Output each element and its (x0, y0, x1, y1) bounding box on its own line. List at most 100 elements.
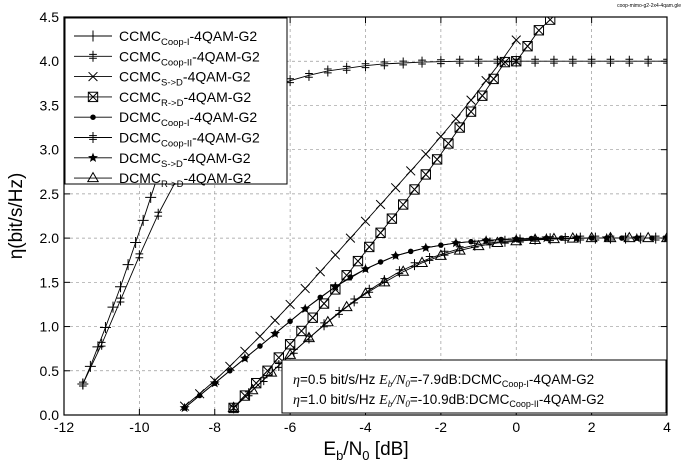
legend-label: CCMCS->D-4QAM-G2 (119, 69, 251, 89)
data-point (431, 154, 443, 165)
data-point (604, 231, 617, 243)
data-point (397, 265, 410, 276)
data-point (451, 113, 461, 124)
data-point (642, 231, 655, 243)
data-point (481, 235, 492, 245)
legend: CCMCCoop-I-4QAM-G2CCMCCoop-II-4QAM-G2CCM… (64, 17, 288, 190)
data-point (425, 252, 434, 264)
data-point (472, 239, 485, 251)
y-tick-label: 0.5 (40, 363, 60, 379)
x-tick-label: -4 (359, 419, 372, 435)
data-point (360, 216, 371, 227)
y-tick-label: 2.0 (40, 230, 60, 246)
legend-marker (90, 114, 96, 120)
data-point (330, 250, 341, 260)
data-point (531, 55, 539, 67)
x-tick-label: -12 (54, 419, 74, 435)
data-point (466, 95, 476, 105)
data-point (499, 56, 511, 68)
data-point (420, 242, 431, 253)
data-point (375, 199, 386, 210)
data-point (225, 361, 235, 372)
data-point (625, 55, 634, 67)
data-point (399, 57, 408, 69)
data-point (270, 328, 281, 338)
data-point (491, 236, 504, 248)
y-tick-label: 1.0 (40, 319, 60, 335)
data-point (342, 62, 351, 74)
y-tick-label: 0.0 (40, 407, 60, 423)
data-point (335, 306, 343, 318)
legend-marker (87, 91, 99, 103)
data-point (455, 55, 464, 67)
legend-marker (87, 30, 99, 42)
legend-entry: CCMCCoop-I-4QAM-G2 (74, 28, 257, 48)
series-layer (77, 17, 667, 414)
legend-marker (89, 50, 97, 62)
series-2 (179, 35, 522, 411)
data-point (318, 298, 330, 309)
x-tick-label: 4 (663, 419, 671, 435)
legend-entry: CCMCS->D-4QAM-G2 (74, 69, 251, 89)
data-point (115, 281, 127, 293)
data-point (386, 213, 398, 224)
data-point (378, 275, 391, 287)
data-point (154, 208, 163, 220)
data-point (623, 231, 636, 243)
data-point (375, 227, 386, 238)
legend-entry: CCMCCoop-II-4QAM-G2 (74, 48, 260, 68)
data-point (284, 348, 297, 359)
data-point (465, 106, 477, 117)
legend-label: CCMCCoop-II-4QAM-G2 (119, 48, 260, 68)
data-point (209, 377, 220, 388)
legend-entry: DCMCCoop-I-4QAM-G2 (74, 109, 257, 129)
y-tick-label: 4.0 (40, 53, 60, 69)
data-point (179, 402, 190, 413)
data-point (305, 69, 313, 81)
data-point (410, 259, 419, 271)
data-point (522, 41, 533, 52)
data-point (450, 237, 461, 248)
x-tick-label: -8 (209, 419, 222, 435)
data-point (453, 243, 466, 255)
data-point (380, 58, 389, 70)
data-point (97, 338, 106, 350)
data-point (511, 56, 522, 67)
annotation-line: η=0.5 bit/s/Hz Eb/N0=-7.9dB:DCMCCoop-I-4… (293, 372, 594, 389)
legend-label: DCMCCoop-II-4QAM-G2 (119, 130, 260, 150)
data-point (644, 55, 653, 67)
legend-marker (89, 132, 97, 143)
y-tick-label: 3.0 (40, 142, 60, 158)
data-point (601, 232, 612, 243)
x-tick-label: 0 (512, 419, 520, 435)
data-point (300, 283, 310, 294)
data-point (286, 75, 294, 87)
data-point (405, 166, 416, 176)
data-point (130, 237, 142, 249)
data-point (529, 233, 542, 244)
data-point (454, 122, 465, 133)
data-point (477, 90, 488, 101)
data-point (227, 401, 240, 412)
data-point (587, 55, 596, 67)
y-tick-label: 1.5 (40, 274, 60, 290)
data-point (420, 169, 431, 180)
series-line (82, 151, 167, 385)
data-point (359, 287, 372, 298)
axis-ticks: -12 -10 -8 -6 -4 -2 0 2 4 0.0 0.5 1.0 1.5 2.0 2.5 3.0 3.… (40, 9, 672, 435)
data-point (660, 231, 667, 243)
data-point (265, 366, 278, 377)
data-point (434, 249, 447, 260)
data-point (568, 55, 577, 67)
y-tick-label: 3.5 (40, 97, 60, 113)
series-3 (228, 17, 556, 414)
data-point (361, 60, 370, 72)
data-point (488, 73, 499, 85)
legend-entry: DCMCR->D-4QAM-G2 (74, 170, 251, 190)
legend-entry: DCMCCoop-II-4QAM-G2 (74, 130, 260, 150)
data-point (443, 138, 454, 149)
legend-marker (88, 71, 98, 82)
file-label: coop-mimo-g2-2x4-4qam.gle (617, 3, 681, 9)
legend-marker (88, 152, 98, 163)
data-point (390, 250, 401, 261)
